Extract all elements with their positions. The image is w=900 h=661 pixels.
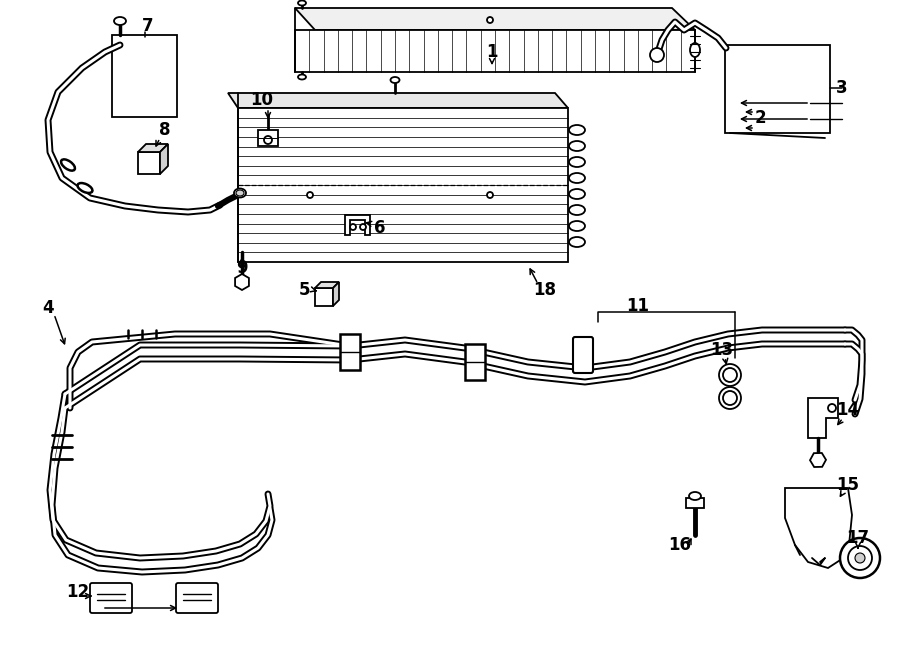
- Circle shape: [723, 368, 737, 382]
- Ellipse shape: [114, 17, 126, 25]
- Text: 18: 18: [534, 281, 556, 299]
- Text: 16: 16: [669, 536, 691, 554]
- Circle shape: [723, 391, 737, 405]
- Polygon shape: [315, 282, 339, 288]
- Text: 1: 1: [486, 43, 498, 61]
- Circle shape: [848, 546, 872, 570]
- Bar: [686, 498, 704, 508]
- Text: 2: 2: [754, 109, 766, 127]
- Text: 7: 7: [142, 17, 154, 35]
- Bar: [258, 130, 278, 146]
- Text: 14: 14: [836, 401, 860, 419]
- Text: 8: 8: [159, 121, 171, 139]
- Circle shape: [719, 387, 741, 409]
- Ellipse shape: [298, 75, 306, 79]
- Polygon shape: [295, 30, 695, 72]
- Ellipse shape: [569, 221, 585, 231]
- Ellipse shape: [236, 190, 244, 196]
- Text: 10: 10: [250, 91, 274, 109]
- Polygon shape: [238, 108, 568, 262]
- Polygon shape: [228, 93, 568, 108]
- Text: 9: 9: [236, 259, 248, 277]
- Ellipse shape: [77, 183, 93, 193]
- Text: 3: 3: [836, 79, 848, 97]
- Ellipse shape: [690, 43, 700, 57]
- Text: 6: 6: [374, 219, 386, 237]
- Ellipse shape: [61, 159, 75, 171]
- Text: 11: 11: [626, 297, 650, 315]
- FancyBboxPatch shape: [90, 583, 132, 613]
- Ellipse shape: [391, 77, 400, 83]
- Polygon shape: [808, 398, 838, 438]
- Ellipse shape: [569, 141, 585, 151]
- Ellipse shape: [569, 237, 585, 247]
- Polygon shape: [333, 282, 339, 306]
- Text: 5: 5: [299, 281, 310, 299]
- Circle shape: [264, 136, 272, 144]
- Ellipse shape: [569, 205, 585, 215]
- Ellipse shape: [569, 157, 585, 167]
- Bar: [465, 344, 485, 380]
- Text: 13: 13: [710, 341, 734, 359]
- Ellipse shape: [298, 1, 306, 5]
- Circle shape: [350, 224, 356, 230]
- Bar: [340, 334, 360, 370]
- Circle shape: [487, 192, 493, 198]
- Circle shape: [855, 553, 865, 563]
- Text: 12: 12: [67, 583, 90, 601]
- Text: 4: 4: [42, 299, 54, 317]
- Circle shape: [307, 192, 313, 198]
- Bar: [725, 45, 830, 133]
- Ellipse shape: [234, 188, 246, 198]
- Polygon shape: [345, 215, 370, 235]
- Polygon shape: [138, 144, 168, 152]
- Polygon shape: [295, 8, 695, 30]
- Text: 15: 15: [836, 476, 860, 494]
- Ellipse shape: [569, 189, 585, 199]
- Bar: [315, 288, 333, 306]
- Polygon shape: [785, 488, 852, 568]
- FancyBboxPatch shape: [573, 337, 593, 373]
- Bar: [138, 152, 160, 174]
- Ellipse shape: [689, 492, 701, 500]
- Circle shape: [840, 538, 880, 578]
- Circle shape: [828, 404, 836, 412]
- Bar: [112, 35, 177, 117]
- Circle shape: [650, 48, 664, 62]
- Circle shape: [360, 224, 366, 230]
- Circle shape: [719, 364, 741, 386]
- Circle shape: [487, 17, 493, 23]
- Ellipse shape: [569, 125, 585, 135]
- Text: 17: 17: [846, 529, 869, 547]
- Ellipse shape: [569, 173, 585, 183]
- FancyBboxPatch shape: [176, 583, 218, 613]
- Polygon shape: [160, 144, 168, 174]
